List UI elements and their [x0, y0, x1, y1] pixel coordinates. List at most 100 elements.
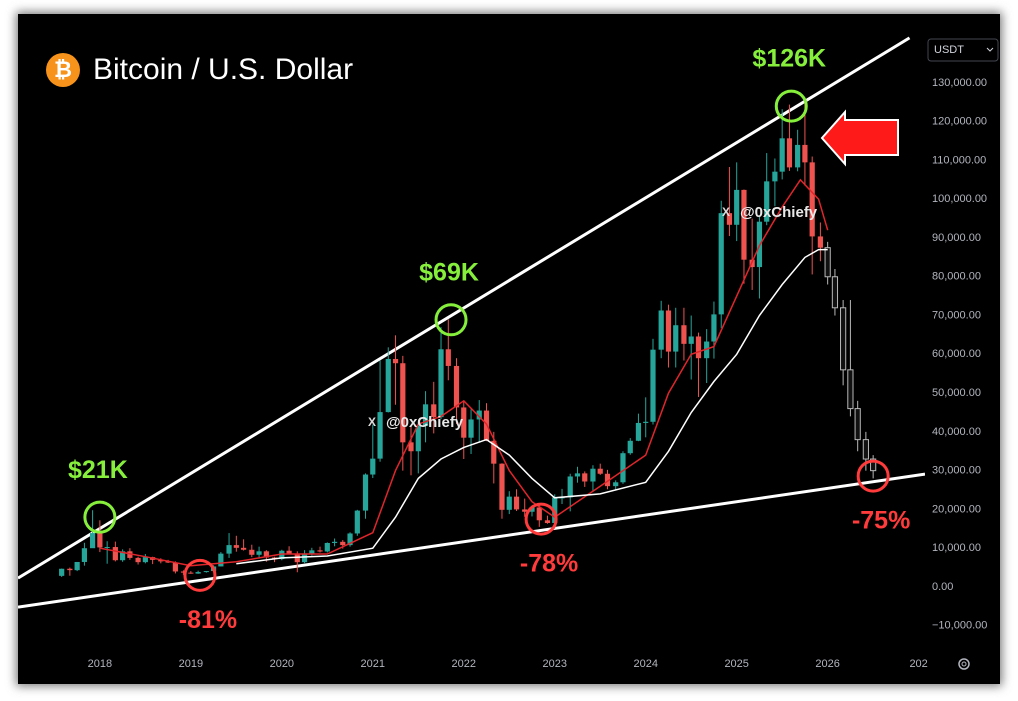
candle-body	[718, 213, 724, 315]
annotation-label: -81%	[179, 606, 237, 634]
y-tick-label: −10,000.00	[932, 620, 987, 632]
candle-body	[824, 247, 831, 278]
candle-body	[233, 545, 239, 548]
candle-body	[309, 550, 315, 554]
y-tick-label: 100,000.00	[932, 193, 987, 205]
candle-body	[491, 440, 497, 464]
candle-body	[438, 349, 444, 418]
x-tick-label: 2024	[633, 658, 657, 670]
candle-body	[786, 138, 793, 168]
candle-body	[522, 509, 528, 512]
x-tick-label: 2026	[815, 658, 839, 670]
candle-body	[726, 213, 733, 225]
candle-body	[650, 349, 656, 422]
candle-body	[620, 453, 626, 483]
y-tick-label: 20,000.00	[932, 503, 981, 515]
candle-body	[840, 307, 847, 371]
candle-body	[165, 561, 171, 563]
candle-body	[112, 547, 118, 561]
x-tick-label: 202	[909, 658, 927, 670]
moving-average	[236, 248, 828, 565]
y-tick-label: 80,000.00	[932, 271, 981, 283]
candle-body	[681, 325, 687, 344]
candle-body	[772, 171, 778, 182]
candle-body	[89, 533, 96, 549]
candle-body	[734, 189, 740, 225]
candle-body	[203, 571, 209, 573]
x-tick-label: 2021	[361, 658, 385, 670]
candle-body	[431, 404, 437, 418]
candle-body	[400, 363, 406, 443]
y-tick-label: 130,000.00	[932, 77, 987, 89]
candle-body	[529, 507, 535, 512]
candle-body	[249, 549, 255, 555]
y-tick-label: 40,000.00	[932, 426, 981, 438]
candle-body	[241, 547, 247, 550]
candle-body	[415, 426, 421, 452]
candle-body	[81, 548, 88, 562]
candle-body	[279, 550, 285, 560]
chevron	[986, 47, 994, 52]
candle-body	[422, 404, 429, 427]
candle-body	[218, 553, 224, 567]
annotation-label: $126K	[752, 45, 826, 73]
bitcoin-icon-symbol: ₿	[54, 57, 72, 82]
candle-body	[127, 551, 133, 558]
currency-selector[interactable]	[927, 38, 999, 62]
candle-body	[506, 496, 512, 510]
candle-body	[741, 189, 747, 260]
x-tick-label: 2025	[724, 658, 748, 670]
candle-body	[817, 236, 823, 248]
candle-body	[408, 442, 414, 452]
annotation-circle	[856, 459, 890, 493]
trendline	[18, 36, 911, 580]
candle-body	[468, 419, 474, 438]
candle-body	[256, 551, 262, 555]
trendline	[18, 472, 925, 609]
y-tick-label: 120,000.00	[932, 116, 987, 128]
candle-body	[461, 407, 467, 438]
candle-body	[263, 551, 269, 558]
candle-body	[317, 550, 323, 552]
candle-body	[362, 474, 369, 511]
candle-body	[665, 310, 672, 352]
chart-background	[18, 14, 1000, 684]
candle-body	[802, 144, 808, 163]
candle-body	[847, 369, 854, 410]
annotation-label: $21K	[68, 456, 128, 484]
watermark-icon: X	[722, 205, 730, 219]
currency-label: USDT	[934, 44, 964, 56]
x-tick-label: 2019	[179, 658, 203, 670]
annotation-label: -78%	[520, 550, 578, 578]
candle-body	[445, 349, 451, 366]
annotation-label: $69K	[419, 258, 479, 286]
moving-average	[99, 178, 829, 567]
candle-body	[764, 181, 770, 222]
candle-body	[635, 422, 642, 441]
settings-icon[interactable]	[958, 658, 970, 670]
x-tick-label: 2020	[270, 658, 294, 670]
candle-body	[870, 458, 877, 472]
annotation-circle	[83, 500, 117, 534]
candle-body	[862, 439, 869, 460]
candle-body	[74, 561, 80, 571]
candle-body	[195, 572, 201, 574]
arrow	[820, 109, 899, 167]
candle-body	[854, 408, 861, 441]
annotation-label: -75%	[852, 507, 910, 535]
x-tick-label: 2023	[542, 658, 566, 670]
candle-body	[59, 568, 65, 576]
candle-body	[627, 440, 633, 454]
candle-body	[809, 162, 815, 237]
candle-body	[172, 562, 178, 572]
y-tick-label: 0.00	[932, 581, 953, 593]
candle-body	[643, 421, 649, 423]
candle-body	[385, 358, 391, 413]
y-tick-label: 30,000.00	[932, 465, 981, 477]
candle-body	[513, 496, 520, 510]
candle-body	[188, 572, 194, 574]
annotation-circle	[774, 89, 808, 123]
y-tick-label: 90,000.00	[932, 232, 981, 244]
annotation-circle	[183, 558, 217, 592]
